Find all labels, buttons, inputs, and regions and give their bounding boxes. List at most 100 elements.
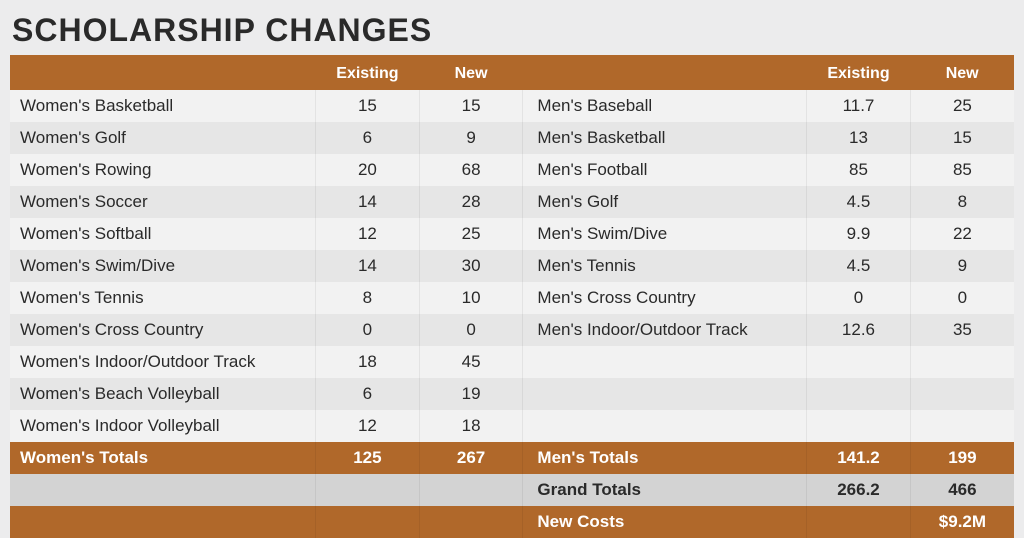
men-existing-cell: 12.6 [807,314,911,346]
new-costs-row: New Costs $9.2M [10,506,1014,538]
men-existing-cell [807,410,911,442]
women-new-cell: 68 [419,154,523,186]
women-new-cell: 30 [419,250,523,282]
women-sport-cell: Women's Soccer [10,186,316,218]
table-row: Women's Rowing2068Men's Football8585 [10,154,1014,186]
women-existing-cell: 12 [316,410,420,442]
women-existing-cell: 0 [316,314,420,346]
men-sport-cell: Men's Indoor/Outdoor Track [523,314,807,346]
women-totals-new: 267 [419,442,523,474]
men-new-cell: 0 [910,282,1014,314]
men-existing-cell: 11.7 [807,90,911,122]
men-sport-cell: Men's Basketball [523,122,807,154]
women-existing-cell: 14 [316,186,420,218]
women-new-cell: 10 [419,282,523,314]
col-men-sport [523,58,807,90]
nc-empty-1 [10,506,316,538]
women-existing-cell: 12 [316,218,420,250]
men-sport-cell [523,410,807,442]
women-existing-cell: 6 [316,378,420,410]
table-row: Women's Soccer1428Men's Golf4.58 [10,186,1014,218]
col-men-existing: Existing [807,58,911,90]
men-sport-cell: Men's Swim/Dive [523,218,807,250]
women-existing-cell: 18 [316,346,420,378]
table-row: Women's Cross Country00Men's Indoor/Outd… [10,314,1014,346]
men-new-cell: 35 [910,314,1014,346]
men-new-cell: 9 [910,250,1014,282]
men-totals-existing: 141.2 [807,442,911,474]
table-row: Women's Indoor/Outdoor Track1845 [10,346,1014,378]
women-sport-cell: Women's Swim/Dive [10,250,316,282]
men-sport-cell [523,378,807,410]
new-costs-label: New Costs [523,506,807,538]
men-existing-cell: 13 [807,122,911,154]
women-sport-cell: Women's Golf [10,122,316,154]
men-new-cell [910,410,1014,442]
men-totals-label: Men's Totals [523,442,807,474]
col-men-new: New [910,58,1014,90]
women-sport-cell: Women's Softball [10,218,316,250]
men-new-cell: 8 [910,186,1014,218]
women-sport-cell: Women's Beach Volleyball [10,378,316,410]
women-existing-cell: 14 [316,250,420,282]
grand-totals-new: 466 [910,474,1014,506]
women-new-cell: 0 [419,314,523,346]
men-new-cell [910,346,1014,378]
col-women-new: New [419,58,523,90]
men-sport-cell: Men's Golf [523,186,807,218]
women-new-cell: 9 [419,122,523,154]
page-title: SCHOLARSHIP CHANGES [10,12,1014,49]
women-existing-cell: 15 [316,90,420,122]
grand-totals-label: Grand Totals [523,474,807,506]
women-existing-cell: 6 [316,122,420,154]
scholarship-table: Existing New Existing New Women's Basket… [10,58,1014,538]
men-sport-cell: Men's Baseball [523,90,807,122]
women-existing-cell: 20 [316,154,420,186]
nc-empty-4 [807,506,911,538]
men-new-cell: 22 [910,218,1014,250]
men-new-cell: 85 [910,154,1014,186]
women-sport-cell: Women's Cross Country [10,314,316,346]
women-new-cell: 19 [419,378,523,410]
women-sport-cell: Women's Indoor/Outdoor Track [10,346,316,378]
table-row: Women's Basketball1515Men's Baseball11.7… [10,90,1014,122]
women-totals-label: Women's Totals [10,442,316,474]
new-costs-value: $9.2M [910,506,1014,538]
women-existing-cell: 8 [316,282,420,314]
table-row: Women's Tennis810Men's Cross Country00 [10,282,1014,314]
men-new-cell: 25 [910,90,1014,122]
men-existing-cell [807,378,911,410]
nc-empty-3 [419,506,523,538]
table-row: Women's Golf69Men's Basketball1315 [10,122,1014,154]
col-women-sport [10,58,316,90]
grand-totals-row: Grand Totals266.2466 [10,474,1014,506]
men-sport-cell: Men's Football [523,154,807,186]
women-sport-cell: Women's Indoor Volleyball [10,410,316,442]
men-sport-cell: Men's Cross Country [523,282,807,314]
grand-empty-1 [10,474,316,506]
nc-empty-2 [316,506,420,538]
men-existing-cell [807,346,911,378]
totals-row: Women's Totals125267Men's Totals141.2199 [10,442,1014,474]
men-new-cell: 15 [910,122,1014,154]
table-body: Women's Basketball1515Men's Baseball11.7… [10,90,1014,538]
men-sport-cell: Men's Tennis [523,250,807,282]
men-existing-cell: 0 [807,282,911,314]
men-existing-cell: 4.5 [807,186,911,218]
women-new-cell: 25 [419,218,523,250]
women-new-cell: 18 [419,410,523,442]
men-existing-cell: 9.9 [807,218,911,250]
header-row: Existing New Existing New [10,58,1014,90]
grand-empty-3 [419,474,523,506]
men-totals-new: 199 [910,442,1014,474]
men-new-cell [910,378,1014,410]
men-sport-cell [523,346,807,378]
women-new-cell: 28 [419,186,523,218]
women-totals-existing: 125 [316,442,420,474]
grand-totals-existing: 266.2 [807,474,911,506]
col-women-existing: Existing [316,58,420,90]
table-row: Women's Swim/Dive1430Men's Tennis4.59 [10,250,1014,282]
table-row: Women's Softball1225Men's Swim/Dive9.922 [10,218,1014,250]
table-row: Women's Indoor Volleyball1218 [10,410,1014,442]
table-row: Women's Beach Volleyball619 [10,378,1014,410]
